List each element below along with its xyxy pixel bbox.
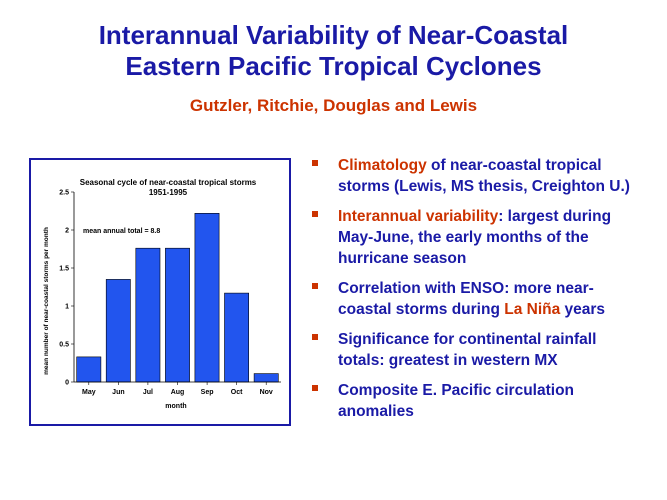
y-tick-label: 2 [65,228,69,235]
bullet-circulation: Composite E. Pacific circulation anomali… [310,380,640,422]
bar-nov [253,373,279,383]
bullet-text-end: years [560,301,606,318]
bar-chart: Seasonal cycle of near-coastal tropical … [43,178,281,410]
y-tick-label: 1.5 [59,266,69,273]
y-tick-label: 0.5 [59,342,69,349]
slide-title: Interannual Variability of Near-Coastal … [0,20,667,82]
bullet-text: Correlation with ENSO: more near-coastal… [338,280,594,318]
bullet-text: of near-coastal tropical storms (Lewis, … [338,157,630,195]
bullet-highlight: Interannual variability [338,208,499,225]
bar-oct [224,292,250,383]
slide-title-line-1: Interannual Variability of Near-Coastal [98,20,569,50]
bullet-marker [312,160,318,166]
bullet-list: Climatology of near-coastal tropical sto… [310,155,640,431]
x-tick-label: Sep [201,389,214,396]
slide-title-line-2: Eastern Pacific Tropical Cyclones [125,51,542,81]
bullet-marker [312,334,318,340]
bullet-climatology: Climatology of near-coastal tropical sto… [310,155,640,197]
bar-may [76,356,102,383]
bullet-marker [312,385,318,391]
x-tick-label: Aug [171,389,185,396]
chart-frame: Seasonal cycle of near-coastal tropical … [29,158,291,426]
bullet-highlight: La Niña [504,301,561,318]
bullet-marker [312,211,318,217]
bullet-highlight: Climatology [338,157,427,174]
y-tick-label: 0 [65,380,69,387]
bar-jul [135,247,161,383]
bullet-rainfall: Significance for continental rainfall to… [310,329,640,371]
x-tick-label: Jul [143,389,153,396]
bullet-interannual: Interannual variability: largest during … [310,206,640,269]
y-axis-label: mean number of near-coastal storms per m… [43,227,50,375]
x-tick-label: Jun [112,389,124,396]
x-tick-label: Oct [231,389,243,396]
chart-subtitle: 1951-1995 [149,188,188,197]
bullet-text: Significance for continental rainfall to… [338,331,597,369]
authors: Gutzler, Ritchie, Douglas and Lewis [189,96,478,115]
bar-sep [194,212,220,383]
x-tick-label: May [82,389,96,396]
y-tick-label: 1 [65,304,69,311]
y-tick-label: 2.5 [59,190,69,197]
bullet-marker [312,283,318,289]
x-tick-label: Nov [260,389,273,396]
bar-aug [165,247,190,383]
chart-annotation: mean annual total = 8.8 [83,228,160,235]
bullet-text: Composite E. Pacific circulation anomali… [338,382,575,420]
bullet-text: : largest during May-June, the early mon… [338,208,612,267]
x-axis-label: month [165,403,186,410]
bar-jun [105,279,131,383]
bullet-enso: Correlation with ENSO: more near-coastal… [310,278,640,320]
chart-title: Seasonal cycle of near-coastal tropical … [80,178,257,187]
